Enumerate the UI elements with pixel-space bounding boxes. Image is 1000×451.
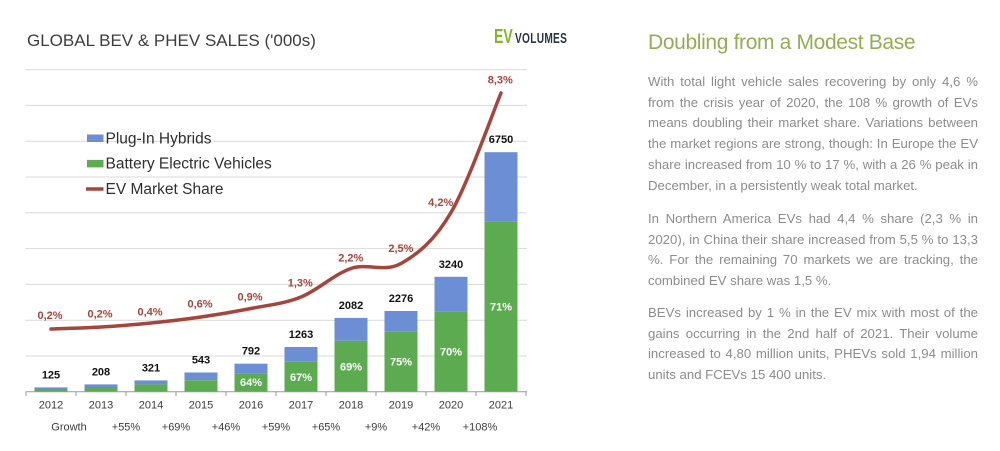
svg-text:0,6%: 0,6% [187, 299, 212, 311]
svg-text:6750: 6750 [489, 134, 513, 146]
svg-text:208: 208 [92, 366, 110, 378]
svg-text:1,3%: 1,3% [288, 278, 313, 290]
svg-text:4,2%: 4,2% [428, 197, 453, 209]
svg-text:2019: 2019 [389, 399, 413, 411]
svg-text:+69%: +69% [162, 422, 191, 434]
svg-text:0,9%: 0,9% [237, 291, 262, 303]
svg-text:125: 125 [42, 369, 60, 381]
svg-text:64%: 64% [240, 377, 262, 389]
svg-text:67%: 67% [290, 372, 312, 384]
svg-text:Growth: Growth [51, 422, 86, 434]
svg-text:Plug-In Hybrids: Plug-In Hybrids [106, 130, 212, 147]
svg-text:+9%: +9% [365, 422, 388, 434]
svg-text:EV Market Share: EV Market Share [106, 181, 224, 198]
svg-text:2017: 2017 [289, 399, 313, 411]
svg-text:0,4%: 0,4% [137, 306, 162, 318]
svg-text:2021: 2021 [489, 399, 513, 411]
svg-text:71%: 71% [490, 302, 512, 314]
svg-text:2015: 2015 [189, 399, 213, 411]
svg-text:75%: 75% [390, 357, 412, 369]
svg-text:2,2%: 2,2% [338, 253, 363, 265]
svg-text:321: 321 [142, 362, 160, 374]
svg-text:Battery Electric Vehicles: Battery Electric Vehicles [106, 156, 273, 173]
svg-text:70%: 70% [440, 347, 462, 359]
svg-text:2020: 2020 [439, 399, 463, 411]
svg-text:8,3%: 8,3% [488, 74, 513, 86]
svg-text:69%: 69% [340, 361, 362, 373]
svg-text:+55%: +55% [112, 422, 141, 434]
svg-text:2276: 2276 [389, 293, 413, 305]
svg-text:2014: 2014 [139, 399, 163, 411]
svg-text:+65%: +65% [312, 422, 341, 434]
svg-text:+46%: +46% [212, 422, 241, 434]
svg-text:+59%: +59% [262, 422, 291, 434]
svg-text:+108%: +108% [463, 422, 498, 434]
svg-text:3240: 3240 [439, 259, 463, 271]
svg-text:+42%: +42% [412, 422, 441, 434]
svg-text:2018: 2018 [339, 399, 363, 411]
svg-text:792: 792 [242, 346, 260, 358]
svg-text:2012: 2012 [39, 399, 63, 411]
svg-text:0,2%: 0,2% [37, 310, 62, 322]
svg-text:543: 543 [192, 355, 210, 367]
svg-text:2013: 2013 [89, 399, 113, 411]
svg-text:0,2%: 0,2% [87, 309, 112, 321]
svg-text:2016: 2016 [239, 399, 263, 411]
svg-text:2082: 2082 [339, 300, 363, 312]
svg-text:1263: 1263 [289, 329, 313, 341]
svg-text:2,5%: 2,5% [388, 243, 413, 255]
